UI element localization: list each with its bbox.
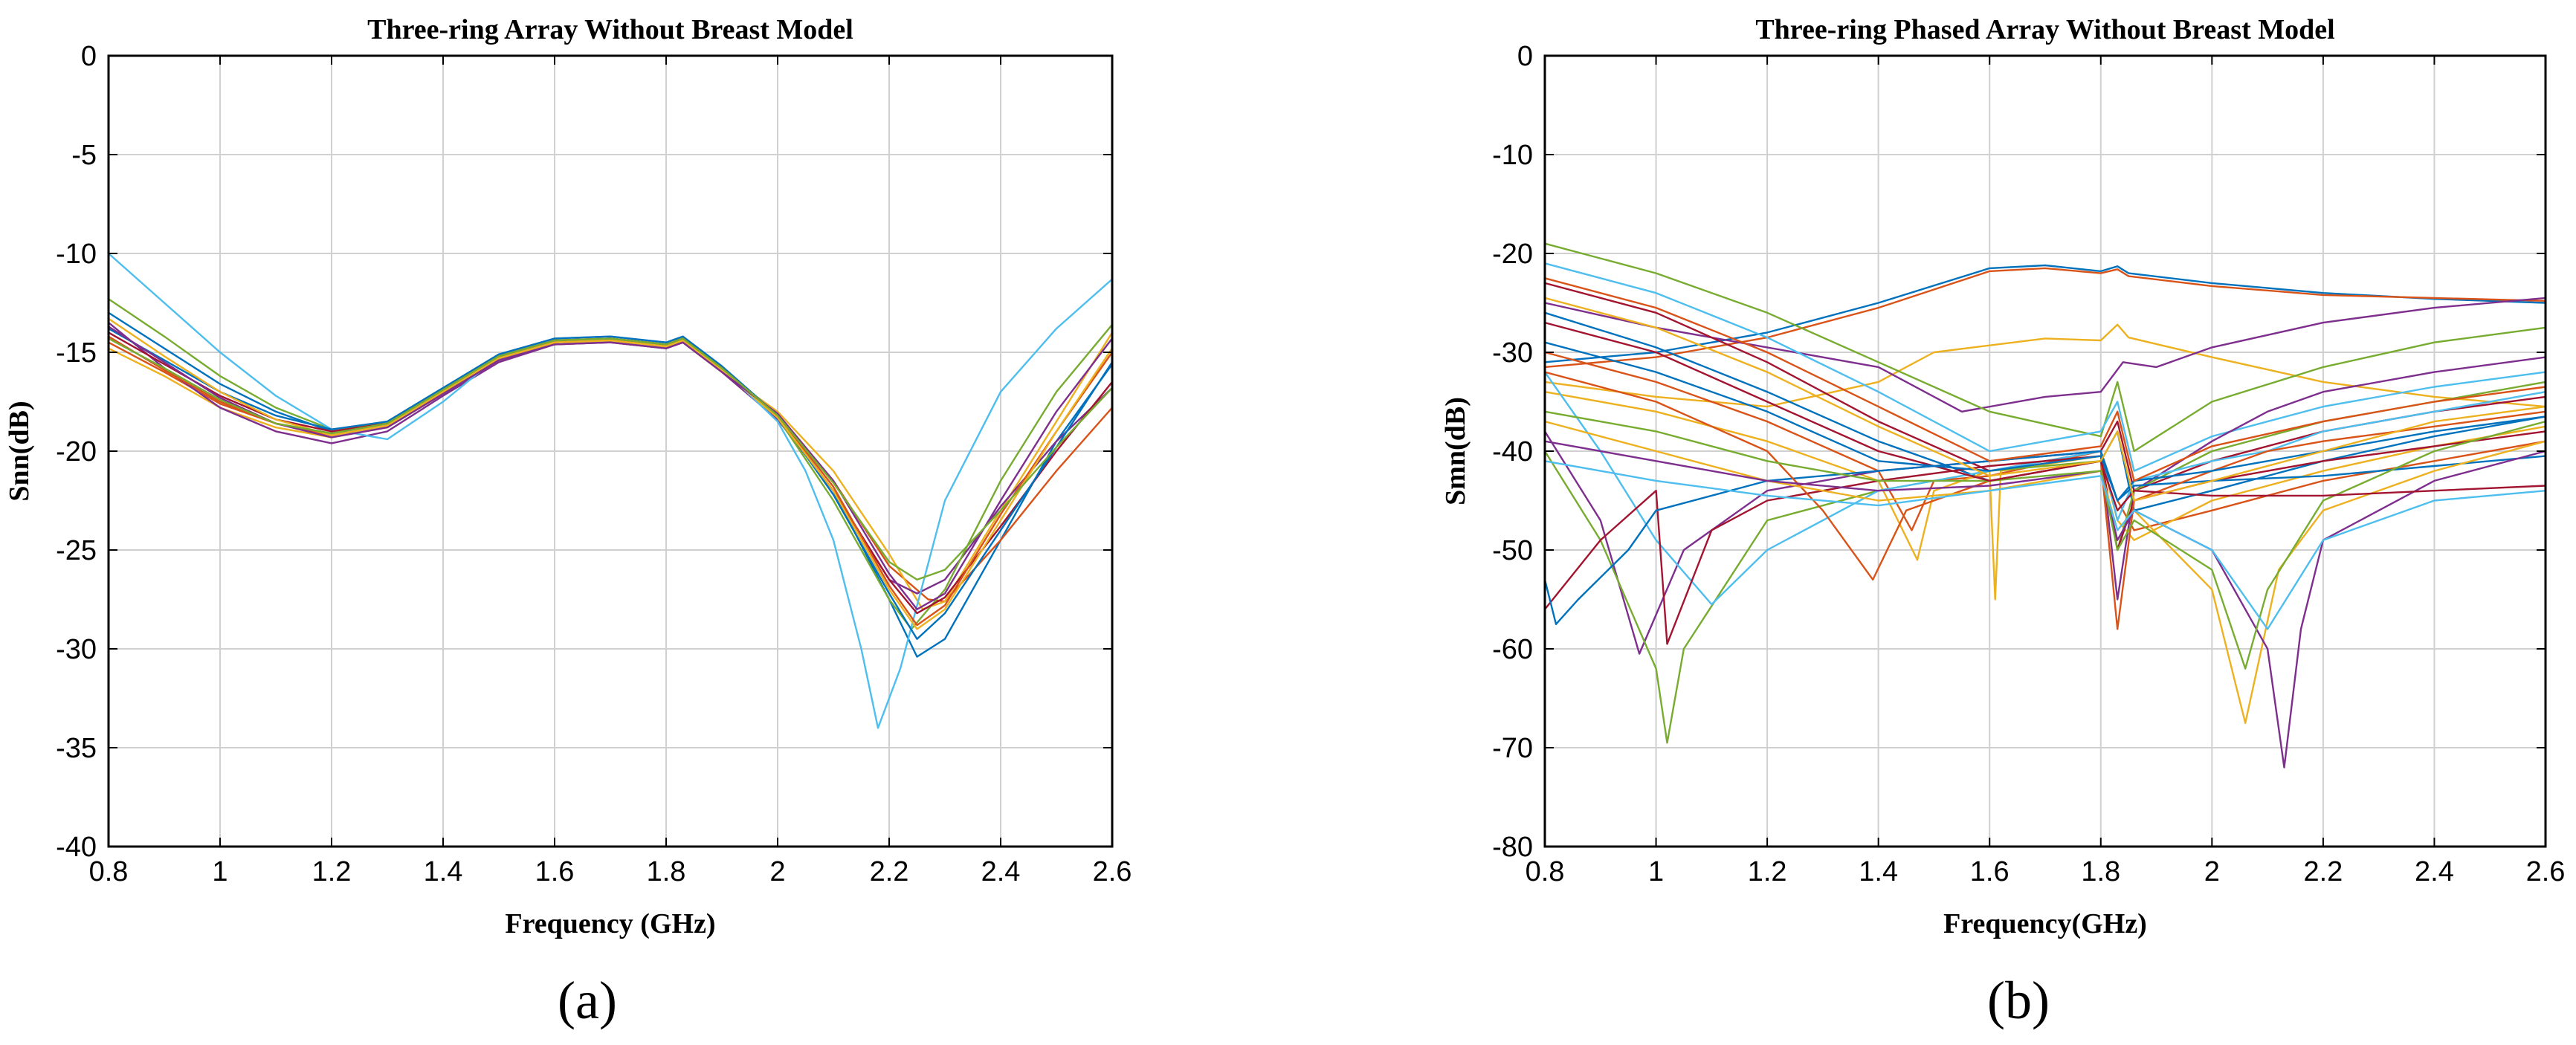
chart-a: 0.8 1 1.2 1.4 1.6 1.8 2 2.2 2.4 2.6 0 -5 -10 -15 -20 -2… <box>4 14 1132 1030</box>
series-group <box>108 253 1114 729</box>
x-axis-label: Frequency(GHz) <box>1943 908 2147 939</box>
series-line-S8 <box>108 328 1114 640</box>
y-tick-label: -60 <box>1492 634 1533 665</box>
series-line-T5 <box>1544 242 2546 453</box>
x-tick-label: 2 <box>2204 856 2220 887</box>
x-tick-label: 1.6 <box>1970 856 2010 887</box>
series-group <box>1543 242 2546 769</box>
x-tick-label: 1.8 <box>2081 856 2120 887</box>
y-tick-label: -30 <box>1492 337 1533 369</box>
y-tick-label: -25 <box>56 535 97 566</box>
y-tick-label: -20 <box>56 436 97 468</box>
series-line-T14 <box>1544 430 2546 645</box>
chart-title: Three-ring Phased Array Without Breast M… <box>1755 14 2334 45</box>
x-tick-label: 1.6 <box>535 856 575 887</box>
y-axis-label: Smn(dB) <box>1440 397 1471 505</box>
y-tick-label: -50 <box>1492 535 1533 566</box>
x-tick-label: 1.2 <box>312 856 352 887</box>
series-line-T1 <box>1544 264 2546 363</box>
y-tick-label: -35 <box>56 733 97 764</box>
y-tick-label: -20 <box>1492 239 1533 270</box>
x-tick-label: 2.2 <box>870 856 909 887</box>
series-line-S10 <box>108 317 1113 630</box>
axes: 0.8 1 1.2 1.4 1.6 1.8 2 2.2 2.4 2.6 0 -10 -20 -30 -40 -… <box>1492 41 2565 887</box>
series-line-T24 <box>1544 297 2546 502</box>
x-axis-label: Frequency (GHz) <box>505 908 715 939</box>
series-line-T21 <box>1544 321 2546 511</box>
y-tick-label: -40 <box>1492 436 1533 468</box>
axes: 0.8 1 1.2 1.4 1.6 1.8 2 2.2 2.4 2.6 0 -5 -10 -15 -20 -2… <box>56 41 1132 887</box>
x-tick-label: 2.4 <box>981 856 1021 887</box>
x-tick-label: 1 <box>1648 856 1664 887</box>
series-line-S11 <box>108 326 1113 610</box>
x-tick-label: 2.6 <box>2526 856 2566 887</box>
chart-b: 0.8 1 1.2 1.4 1.6 1.8 2 2.2 2.4 2.6 0 -10 -20 -30 -40 -… <box>1440 14 2565 1030</box>
y-axis-label: Snn(dB) <box>4 401 35 501</box>
y-tick-label: -70 <box>1492 733 1533 764</box>
x-tick-label: 2.2 <box>2303 856 2343 887</box>
x-tick-label: 1.8 <box>647 856 686 887</box>
x-tick-label: 1 <box>212 856 227 887</box>
panel-label: (a) <box>558 971 617 1030</box>
x-tick-label: 0.8 <box>89 856 129 887</box>
x-tick-label: 0.8 <box>1526 856 1565 887</box>
y-tick-label: -10 <box>1492 140 1533 171</box>
y-tick-label: -80 <box>1492 832 1533 863</box>
series-line-T6 <box>1544 262 2546 472</box>
series-line-T23 <box>1544 277 2546 482</box>
y-tick-label: -10 <box>56 239 97 270</box>
panel-label: (b) <box>1987 971 2050 1030</box>
x-tick-label: 2 <box>769 856 785 887</box>
y-tick-label: 0 <box>1517 41 1533 72</box>
series-line-T10 <box>1544 391 2546 601</box>
x-tick-label: 1.2 <box>1748 856 1787 887</box>
y-tick-label: 0 <box>81 41 97 72</box>
y-tick-label: -30 <box>56 634 97 665</box>
y-tick-label: -40 <box>56 832 97 863</box>
x-tick-label: 1.4 <box>1859 856 1898 887</box>
series-line-T4 <box>1544 297 2546 412</box>
series-line-T20 <box>1544 460 2546 630</box>
chart-title: Three-ring Array Without Breast Model <box>367 14 853 45</box>
y-tick-label: -5 <box>71 140 97 171</box>
x-tick-label: 2.4 <box>2415 856 2454 887</box>
x-tick-label: 1.4 <box>424 856 463 887</box>
series-line-S12 <box>108 337 1113 581</box>
x-tick-label: 2.6 <box>1093 856 1132 887</box>
series-line-T19 <box>1544 410 2546 670</box>
series-line-T3 <box>1544 323 2546 408</box>
y-tick-label: -15 <box>56 337 97 369</box>
series-line-T22 <box>1544 341 2546 502</box>
